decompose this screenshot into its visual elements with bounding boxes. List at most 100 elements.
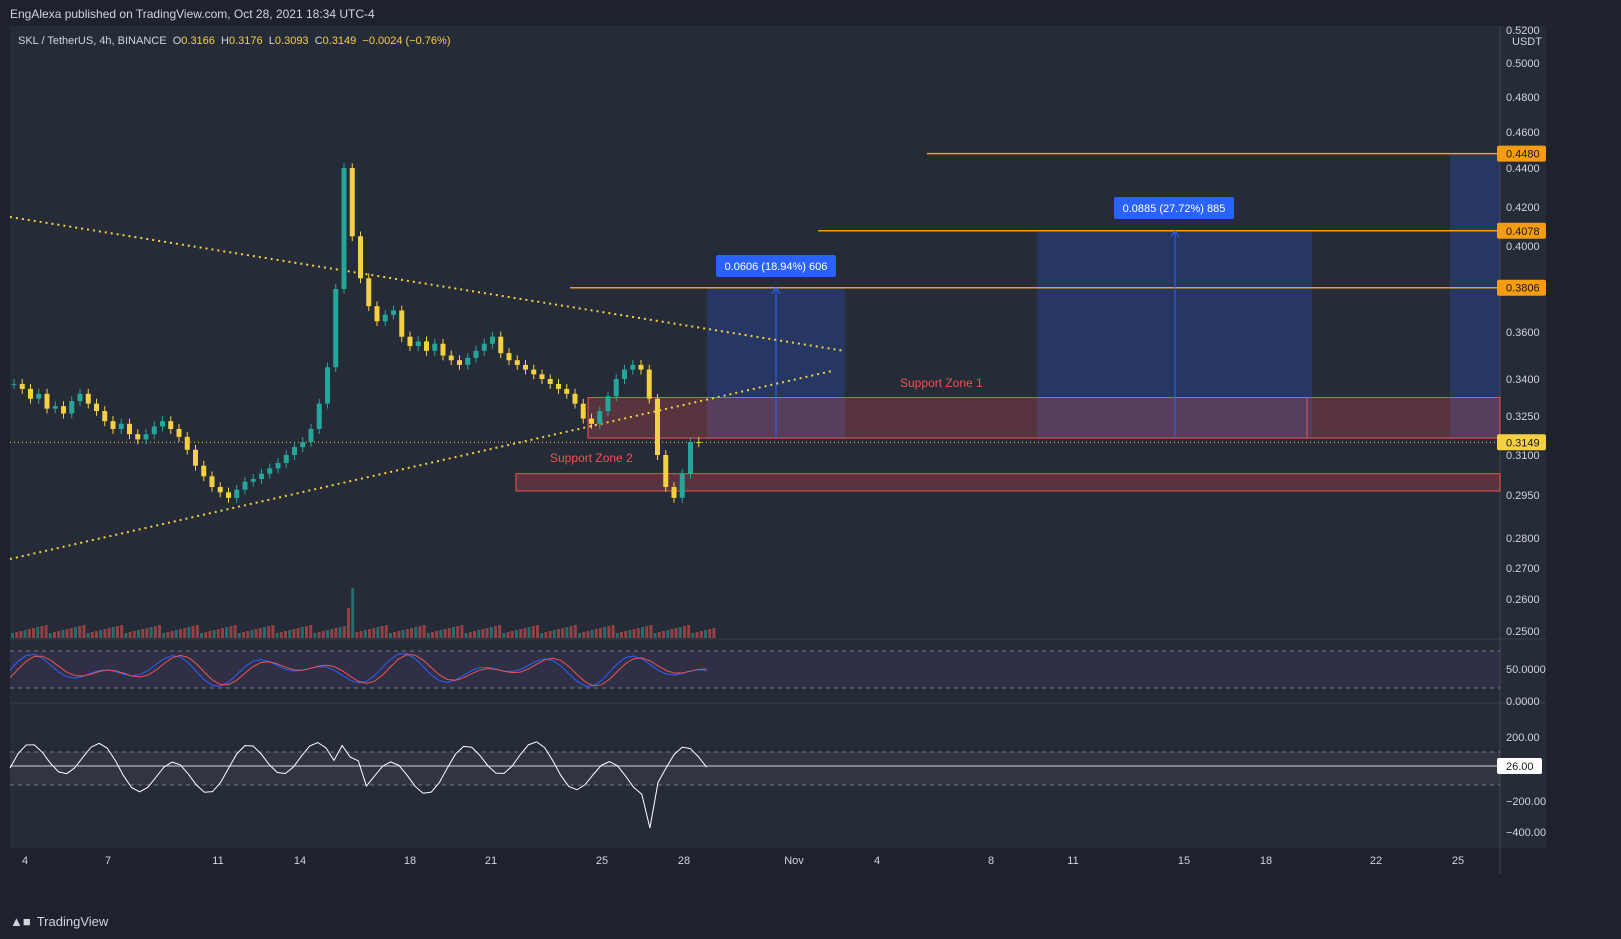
price-tick-label: 0.5200 xyxy=(1506,25,1540,37)
stoch-tick: 50.0000 xyxy=(1506,664,1546,676)
volume-bar xyxy=(498,625,502,638)
volume-bar xyxy=(305,626,308,638)
volume-bar xyxy=(183,628,187,638)
cci-pane[interactable] xyxy=(10,704,1546,848)
volume-bar xyxy=(162,633,166,638)
support-zone-2-label: Support Zone 2 xyxy=(550,451,633,465)
volume-bar xyxy=(321,631,325,638)
volume-bar xyxy=(86,633,90,638)
cci-tick: −200.00 xyxy=(1506,796,1546,808)
symbol-header: SKL / TetherUS, 4h, BINANCE O0.3166 H0.3… xyxy=(18,35,451,47)
volume-bar xyxy=(578,633,581,638)
candle-body xyxy=(597,411,603,424)
candle-body xyxy=(613,379,619,397)
volume-bar xyxy=(326,630,329,638)
volume-bar xyxy=(410,628,413,638)
volume-bar xyxy=(258,628,262,638)
measure-label-bg xyxy=(716,255,836,277)
candle-body xyxy=(539,374,545,379)
cci-band xyxy=(10,752,1500,785)
candle-body xyxy=(688,442,693,474)
cci-value-tag xyxy=(1497,758,1542,774)
cci-line xyxy=(9,741,707,829)
volume-bar xyxy=(397,631,401,638)
change-value: −0.0024 (−0.76%) xyxy=(362,35,451,47)
price-pane[interactable] xyxy=(10,26,1546,638)
stoch-band xyxy=(10,651,1500,688)
volume-bar xyxy=(712,628,716,638)
support-zone-1-label: Support Zone 1 xyxy=(900,376,983,390)
volume-bar xyxy=(477,630,481,638)
candle-body xyxy=(102,411,108,422)
candle-body xyxy=(118,423,124,429)
volume-bar xyxy=(170,631,174,638)
tradingview-logo[interactable]: ▲■ TradingView xyxy=(10,914,108,929)
measure-label: 0.0885 (27.72%) 885 xyxy=(1123,203,1226,215)
candle-body xyxy=(209,476,215,487)
volume-bar xyxy=(174,630,178,638)
volume-bar xyxy=(372,628,376,638)
stoch-tick: 0.0000 xyxy=(1506,696,1540,708)
price-tick-label: 0.2700 xyxy=(1506,563,1540,575)
volume-bar xyxy=(536,625,539,638)
volume-bar xyxy=(90,632,94,638)
high-value: 0.3176 xyxy=(229,35,263,47)
candle-body xyxy=(11,383,17,385)
candle-body xyxy=(333,289,339,368)
tradingview-logo-icon: ▲■ xyxy=(10,914,31,929)
candle-body xyxy=(250,479,256,482)
volume-bar xyxy=(44,625,48,638)
volume-bar xyxy=(544,632,548,638)
volume-bar xyxy=(468,632,472,638)
volume-bar xyxy=(242,632,245,638)
candle-body xyxy=(547,379,553,384)
volume-bar xyxy=(334,628,338,638)
cci-value-label: 26.00 xyxy=(1506,761,1534,773)
volume-bar xyxy=(69,628,73,638)
volume-bar xyxy=(653,633,657,638)
candle-body xyxy=(143,434,149,440)
volume-bar xyxy=(527,627,531,638)
support-zone-2 xyxy=(515,473,1501,492)
time-axis[interactable] xyxy=(10,849,1546,874)
candle-body xyxy=(630,364,636,370)
candle-body xyxy=(506,353,512,361)
candle-body xyxy=(201,465,207,477)
volume-bar xyxy=(691,633,695,638)
time-tick-label: 15 xyxy=(1178,855,1190,867)
volume-bar xyxy=(502,633,506,638)
price-tick-label: 0.3600 xyxy=(1506,327,1540,339)
price-chart[interactable]: 0.5200 0.5000 0.4800 0.4600 0.4400 0.4200 0.40… xyxy=(0,0,1621,908)
volume-bar xyxy=(401,630,405,638)
volume-bar xyxy=(611,625,615,638)
candle-body xyxy=(382,314,388,322)
volume-bar xyxy=(435,631,439,638)
volume-bar xyxy=(481,629,485,638)
cci-tick: 200.00 xyxy=(1506,732,1540,744)
volume-bar xyxy=(704,630,707,638)
volume-bar xyxy=(149,627,153,638)
volume-bar xyxy=(607,626,611,638)
ascending-trendline xyxy=(9,370,833,560)
publisher-bar: EngAlexa published on TradingView.com, O… xyxy=(0,0,1621,26)
volume-bar xyxy=(36,627,40,638)
candle-body xyxy=(308,429,314,442)
volume-bar xyxy=(212,630,216,638)
volume-bar xyxy=(666,630,670,638)
volume-bar xyxy=(649,625,653,638)
candle-body xyxy=(696,442,702,443)
candle-body xyxy=(160,421,165,427)
volume-bar xyxy=(460,625,464,638)
candle-body xyxy=(622,369,627,379)
volume-bar xyxy=(670,629,674,638)
volume-bar xyxy=(296,628,300,638)
volume-bar xyxy=(166,632,170,638)
stoch-rsi-pane[interactable] xyxy=(10,640,1546,702)
open-value: 0.3166 xyxy=(181,35,215,47)
candle-body xyxy=(374,306,380,322)
volume-bar xyxy=(594,629,598,638)
cci-tick: −400.00 xyxy=(1506,827,1546,839)
candle-body xyxy=(440,343,446,356)
volume-bar xyxy=(393,632,397,638)
volume-bar xyxy=(128,632,132,638)
